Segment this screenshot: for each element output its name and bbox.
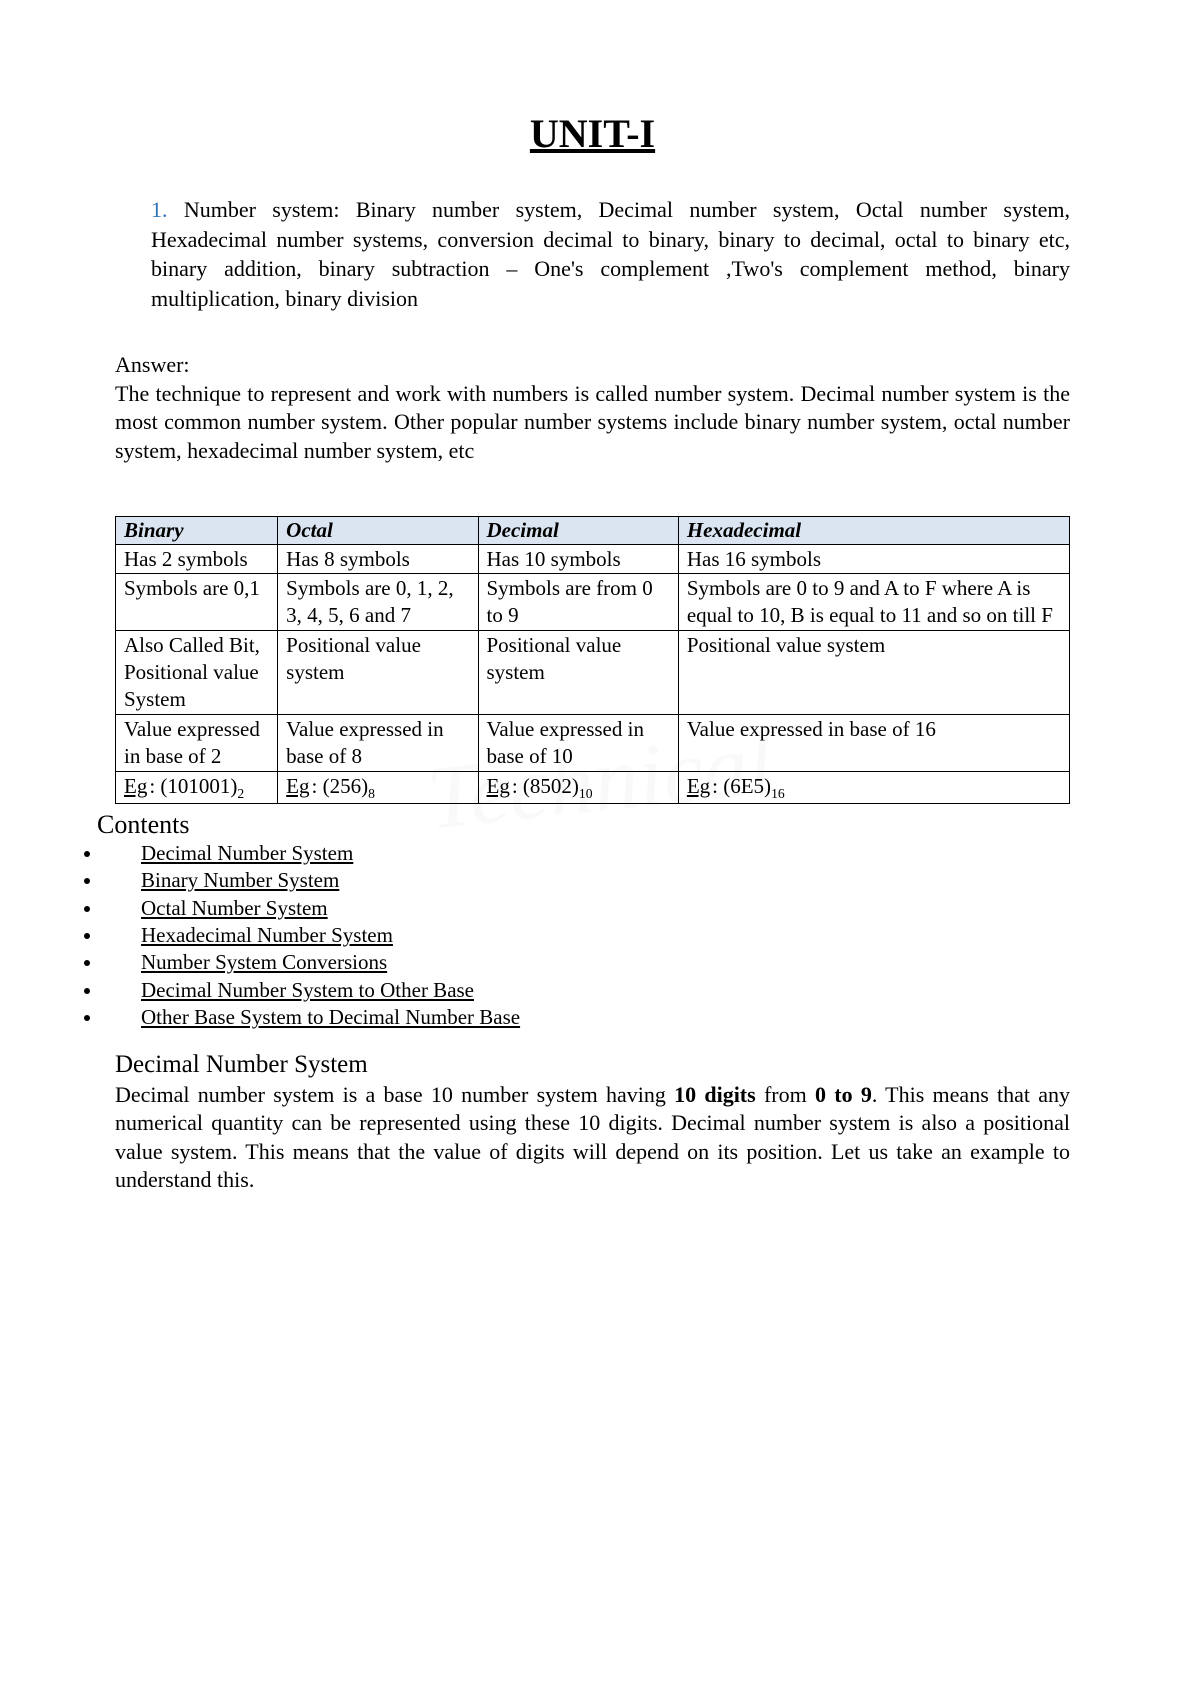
eg-sub: 8: [368, 786, 375, 801]
th-binary: Binary: [116, 516, 278, 544]
table-row-examples: Eg: (101001)2 Eg: (256)8 Eg: (8502)10 Eg…: [116, 771, 1070, 804]
contents-item: Octal Number System: [103, 895, 1070, 922]
contents-item: Number System Conversions: [103, 949, 1070, 976]
td: Positional value system: [678, 631, 1069, 715]
td: Has 8 symbols: [278, 544, 478, 574]
contents-link[interactable]: Octal Number System: [141, 896, 328, 920]
td: Symbols are 0 to 9 and A to F where A is…: [678, 574, 1069, 631]
td: Has 16 symbols: [678, 544, 1069, 574]
eg-value: : (8502): [512, 774, 579, 798]
contents-item: Other Base System to Decimal Number Base: [103, 1004, 1070, 1031]
page-content: UNIT-I 1. Number system: Binary number s…: [0, 0, 1200, 1194]
intro-block: 1. Number system: Binary number system, …: [151, 195, 1070, 314]
td: Value expressed in base of 16: [678, 714, 1069, 771]
th-hex: Hexadecimal: [678, 516, 1069, 544]
section-bold: 0 to 9: [815, 1082, 872, 1107]
td-eg-binary: Eg: (101001)2: [116, 771, 278, 804]
contents-item: Decimal Number System to Other Base: [103, 977, 1070, 1004]
table-row: Value expressed in base of 2 Value expre…: [116, 714, 1070, 771]
contents-list: Decimal Number System Binary Number Syst…: [101, 840, 1070, 1031]
unit-title: UNIT-I: [115, 110, 1070, 157]
eg-sub: 2: [237, 786, 244, 801]
td: Symbols are from 0 to 9: [478, 574, 678, 631]
td: Value expressed in base of 8: [278, 714, 478, 771]
td: Also Called Bit, Positional value System: [116, 631, 278, 715]
eg-sub: 16: [771, 786, 785, 801]
section-body: Decimal number system is a base 10 numbe…: [115, 1081, 1070, 1194]
eg-label: Eg: [124, 774, 147, 798]
comparison-table: Binary Octal Decimal Hexadecimal Has 2 s…: [115, 516, 1070, 805]
section-text: Decimal number system is a base 10 numbe…: [115, 1082, 674, 1107]
table-header-row: Binary Octal Decimal Hexadecimal: [116, 516, 1070, 544]
contents-link[interactable]: Binary Number System: [141, 868, 339, 892]
th-octal: Octal: [278, 516, 478, 544]
eg-label: Eg: [286, 774, 309, 798]
contents-heading: Contents: [97, 810, 1070, 840]
eg-label: Eg: [487, 774, 510, 798]
contents-link[interactable]: Number System Conversions: [141, 950, 387, 974]
td-eg-decimal: Eg: (8502)10: [478, 771, 678, 804]
td: Symbols are 0, 1, 2, 3, 4, 5, 6 and 7: [278, 574, 478, 631]
contents-item: Binary Number System: [103, 867, 1070, 894]
td: Positional value system: [278, 631, 478, 715]
contents-link[interactable]: Other Base System to Decimal Number Base: [141, 1005, 520, 1029]
td: Value expressed in base of 10: [478, 714, 678, 771]
td-eg-hex: Eg: (6E5)16: [678, 771, 1069, 804]
contents-item: Decimal Number System: [103, 840, 1070, 867]
table-row: Has 2 symbols Has 8 symbols Has 10 symbo…: [116, 544, 1070, 574]
section-bold: 10 digits: [674, 1082, 756, 1107]
th-decimal: Decimal: [478, 516, 678, 544]
eg-value: : (101001): [149, 774, 237, 798]
table-row: Also Called Bit, Positional value System…: [116, 631, 1070, 715]
intro-paragraph: Number system: Binary number system, Dec…: [151, 197, 1070, 311]
eg-value: : (6E5): [712, 774, 771, 798]
td: Positional value system: [478, 631, 678, 715]
td-eg-octal: Eg: (256)8: [278, 771, 478, 804]
list-number: 1.: [151, 197, 168, 222]
td: Has 10 symbols: [478, 544, 678, 574]
eg-value: : (256): [312, 774, 369, 798]
td: Value expressed in base of 2: [116, 714, 278, 771]
contents-link[interactable]: Decimal Number System to Other Base: [141, 978, 474, 1002]
section-text: from: [756, 1082, 815, 1107]
eg-sub: 10: [579, 786, 593, 801]
section-heading: Decimal Number System: [115, 1051, 1070, 1079]
contents-item: Hexadecimal Number System: [103, 922, 1070, 949]
table-row: Symbols are 0,1 Symbols are 0, 1, 2, 3, …: [116, 574, 1070, 631]
answer-label: Answer:: [115, 352, 1070, 378]
td: Symbols are 0,1: [116, 574, 278, 631]
answer-body: The technique to represent and work with…: [115, 380, 1070, 466]
contents-link[interactable]: Hexadecimal Number System: [141, 923, 393, 947]
eg-label: Eg: [687, 774, 710, 798]
td: Has 2 symbols: [116, 544, 278, 574]
contents-link[interactable]: Decimal Number System: [141, 841, 353, 865]
